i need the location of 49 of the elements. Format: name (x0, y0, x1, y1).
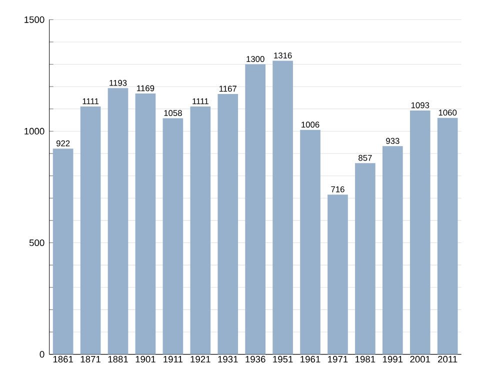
bar (218, 94, 238, 354)
data-label: 1093 (411, 102, 430, 108)
bar (410, 110, 430, 354)
bar (52, 148, 74, 354)
y-tick-label: 1500 (24, 16, 44, 23)
x-tick-label: 1871 (80, 356, 100, 363)
bar (328, 194, 348, 354)
y-tick-label: 1000 (24, 128, 44, 135)
data-label: 1300 (246, 56, 264, 62)
bar (245, 64, 266, 354)
data-label: 922 (56, 140, 70, 146)
x-tick-label: 1931 (218, 356, 238, 363)
x-tick-label: 2001 (410, 356, 430, 363)
data-label: 1111 (192, 98, 208, 104)
bar (382, 146, 403, 354)
bar (190, 106, 211, 354)
data-label: 1111 (82, 98, 99, 104)
data-label: 933 (386, 138, 400, 144)
x-tick-label: 1951 (273, 356, 293, 363)
data-label: 1167 (219, 86, 236, 92)
x-tick-label: 1861 (53, 356, 73, 363)
bar (80, 106, 101, 354)
data-label: 1060 (438, 110, 457, 116)
bar (108, 88, 128, 354)
x-tick-label: 1971 (328, 356, 348, 363)
data-label: 1006 (302, 122, 320, 128)
y-tick-label: 0 (40, 351, 44, 358)
data-label: 1058 (164, 110, 182, 116)
x-tick-label: 1991 (383, 356, 403, 363)
bar (162, 118, 184, 354)
bar (300, 130, 320, 354)
x-tick-label: 1981 (356, 356, 376, 363)
data-label: 1193 (110, 80, 127, 86)
bar (437, 118, 458, 354)
x-tick-label: 1881 (108, 356, 128, 363)
data-label: 1316 (274, 52, 292, 58)
y-tick-label: 500 (29, 239, 44, 246)
bar (355, 163, 376, 354)
x-tick-label: 1961 (300, 356, 320, 363)
x-tick-label: 1911 (164, 356, 183, 363)
data-label: 716 (331, 186, 344, 192)
data-label: 857 (358, 154, 372, 161)
x-tick-label: 1936 (246, 356, 266, 363)
data-label: 1169 (137, 85, 154, 92)
x-tick-label: 1921 (190, 356, 210, 363)
x-tick-label: 1901 (136, 356, 156, 363)
bar (135, 94, 156, 354)
bar (272, 60, 293, 354)
x-tick-label: 2011 (438, 356, 458, 363)
